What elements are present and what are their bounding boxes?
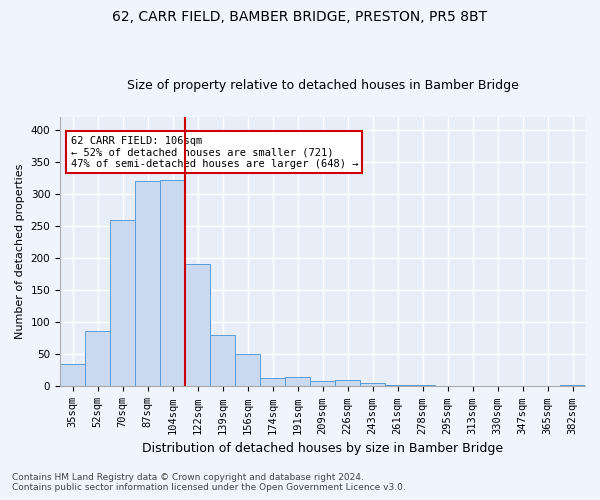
- Text: Contains public sector information licensed under the Open Government Licence v3: Contains public sector information licen…: [12, 484, 406, 492]
- Bar: [160, 180, 185, 386]
- Bar: [310, 382, 335, 386]
- Bar: [60, 364, 85, 386]
- Bar: [335, 380, 360, 386]
- X-axis label: Distribution of detached houses by size in Bamber Bridge: Distribution of detached houses by size …: [142, 442, 503, 455]
- Bar: [110, 220, 135, 386]
- Bar: [85, 331, 110, 386]
- Bar: [260, 378, 285, 386]
- Bar: [185, 264, 210, 386]
- Bar: [285, 378, 310, 386]
- Bar: [360, 383, 385, 386]
- Y-axis label: Number of detached properties: Number of detached properties: [15, 164, 25, 340]
- Bar: [560, 384, 585, 386]
- Bar: [385, 384, 410, 386]
- Bar: [135, 181, 160, 386]
- Bar: [410, 385, 435, 386]
- Text: Contains HM Land Registry data © Crown copyright and database right 2024.: Contains HM Land Registry data © Crown c…: [12, 474, 364, 482]
- Text: 62, CARR FIELD, BAMBER BRIDGE, PRESTON, PR5 8BT: 62, CARR FIELD, BAMBER BRIDGE, PRESTON, …: [112, 10, 488, 24]
- Text: 62 CARR FIELD: 106sqm
← 52% of detached houses are smaller (721)
47% of semi-det: 62 CARR FIELD: 106sqm ← 52% of detached …: [71, 136, 358, 169]
- Bar: [235, 354, 260, 386]
- Title: Size of property relative to detached houses in Bamber Bridge: Size of property relative to detached ho…: [127, 79, 518, 92]
- Bar: [210, 335, 235, 386]
